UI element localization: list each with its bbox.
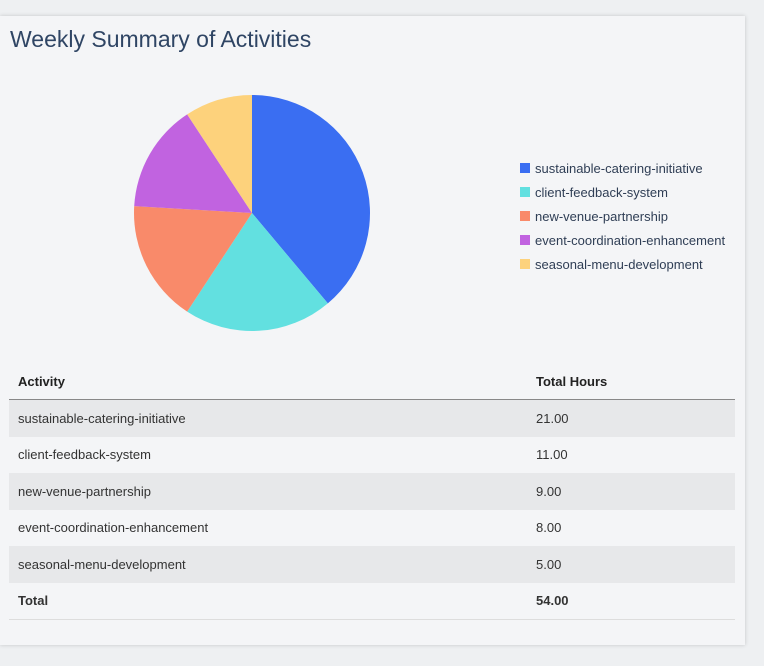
table-total-row: Total 54.00 — [9, 582, 735, 620]
legend-label: client-feedback-system — [535, 184, 668, 200]
table-row: client-feedback-system 11.00 — [9, 437, 735, 474]
cell-activity: client-feedback-system — [18, 447, 151, 463]
legend-label: sustainable-catering-initiative — [535, 160, 703, 176]
pie-slice-client-feedback-system[interactable] — [187, 213, 328, 331]
total-hours: 54.00 — [527, 582, 735, 620]
table-row: sustainable-catering-initiative 21.00 — [9, 399, 735, 437]
legend-label: event-coordination-enhancement — [535, 232, 726, 248]
legend-swatch — [520, 235, 530, 245]
cell-activity: seasonal-menu-development — [9, 546, 527, 583]
pie-slice-event-coordination-enhancement[interactable] — [134, 114, 252, 213]
legend-label: seasonal-menu-development — [535, 256, 703, 272]
legend-item[interactable]: new-venue-partnership — [520, 204, 725, 228]
legend-swatch — [520, 163, 530, 173]
table-row: event-coordination-enhancement 8.00 — [9, 510, 735, 547]
cell-hours: 9.00 — [527, 473, 735, 510]
legend-label: new-venue-partnership — [535, 208, 668, 224]
legend-item[interactable]: client-feedback-system — [520, 180, 725, 204]
legend-swatch — [520, 211, 530, 221]
pie-slice-sustainable-catering-initiative[interactable] — [252, 95, 370, 304]
table-header-row: Activity Total Hours — [9, 363, 735, 400]
header-total-hours: Total Hours — [527, 363, 735, 400]
cell-hours: 21.00 — [527, 399, 735, 437]
cell-activity: new-venue-partnership — [9, 473, 527, 510]
pie-slice-seasonal-menu-development[interactable] — [187, 95, 252, 213]
table-row: new-venue-partnership 9.00 — [9, 473, 735, 510]
activity-table: Activity Total Hours sustainable-caterin… — [9, 363, 735, 620]
legend-item[interactable]: sustainable-catering-initiative — [520, 156, 725, 180]
pie-slice-new-venue-partnership[interactable] — [133, 206, 252, 312]
page-title: Weekly Summary of Activities — [10, 26, 312, 52]
legend-item[interactable]: event-coordination-enhancement — [520, 228, 725, 252]
legend-item[interactable]: seasonal-menu-development — [520, 252, 725, 276]
cell-activity: sustainable-catering-initiative — [9, 399, 527, 437]
header-activity: Activity — [9, 363, 527, 400]
pie-chart — [133, 95, 370, 331]
cell-hours: 5.00 — [527, 546, 735, 583]
cell-hours: 8.00 — [536, 520, 562, 536]
legend-swatch — [520, 259, 530, 269]
legend: sustainable-catering-initiative client-fe… — [520, 156, 725, 276]
total-label: Total — [9, 582, 527, 620]
table-row: seasonal-menu-development 5.00 — [9, 546, 735, 583]
summary-card: Weekly Summary of Activities sustainable… — [0, 16, 745, 645]
cell-hours: 11.00 — [536, 447, 568, 463]
cell-activity: event-coordination-enhancement — [18, 520, 209, 536]
legend-swatch — [520, 187, 530, 197]
